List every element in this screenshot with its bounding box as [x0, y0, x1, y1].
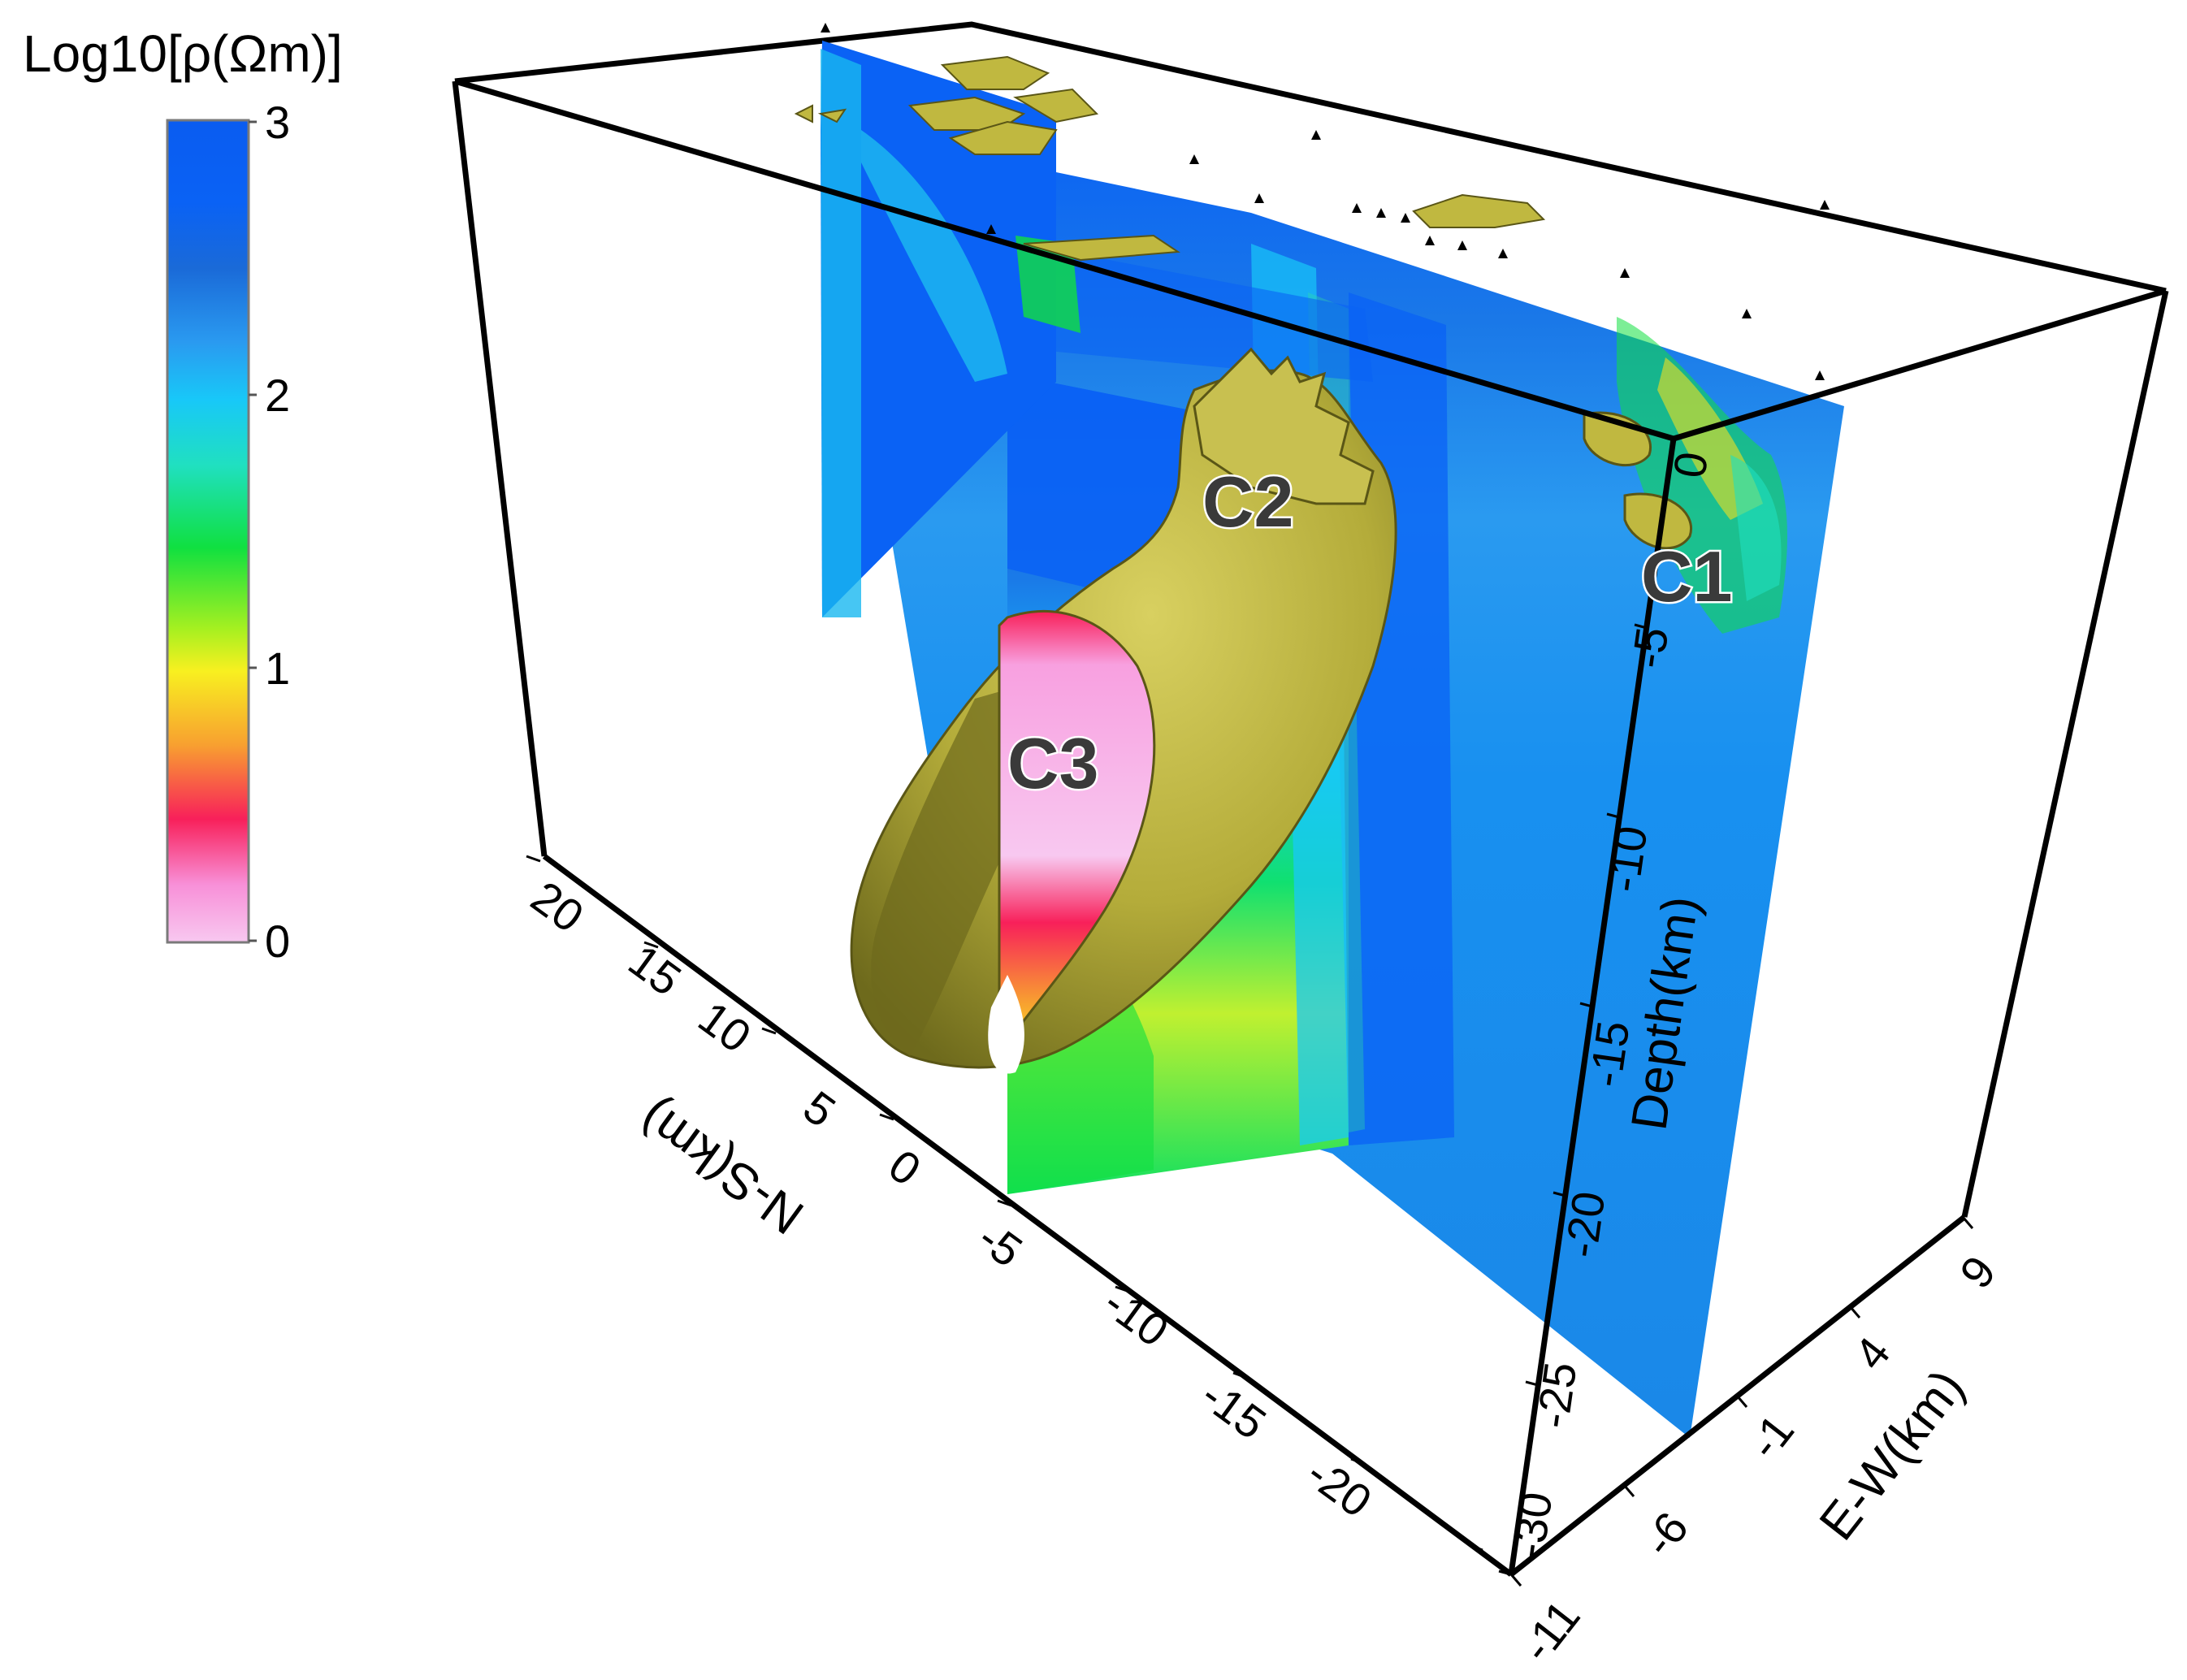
colorbar: Log10[ρ(Ωm)] 3 2 1 0: [23, 24, 343, 967]
colorbar-tick-label: 0: [265, 916, 290, 967]
annotation-c2: C2: [1202, 461, 1294, 542]
depth-tick: -5: [1622, 624, 1678, 671]
isosurface-c2-c3: [850, 347, 1397, 1074]
ns-tick: 10: [690, 991, 760, 1063]
colorbar-tick-label: 3: [265, 97, 290, 148]
ew-tick: 4: [1844, 1327, 1900, 1379]
ew-tick: -6: [1633, 1502, 1698, 1565]
ew-tick: -11: [1511, 1591, 1590, 1671]
ew-axis-label: E-W(km): [1809, 1359, 1976, 1550]
box-back-edges: [452, 21, 2169, 1577]
ew-tick: 9: [1950, 1246, 2006, 1297]
colorbar-title: Log10[ρ(Ωm)]: [23, 24, 343, 83]
ew-tick: -1: [1739, 1405, 1804, 1468]
station-markers: [821, 23, 1830, 380]
ns-tick: 15: [620, 934, 691, 1006]
ns-axis-ticks: [526, 855, 1483, 1552]
ns-axis-label: N-S(km): [629, 1089, 813, 1245]
ns-tick: -10: [1094, 1276, 1178, 1357]
colorbar-ticks: [249, 120, 257, 942]
annotation-c3: C3: [1007, 723, 1099, 803]
surface-isosurface-patches: [794, 55, 1546, 262]
colorbar-ramp: [166, 119, 250, 944]
ew-axis-ticks: [1509, 1216, 1974, 1587]
depth-tick: -25: [1527, 1359, 1587, 1431]
isosurface-c1: [1583, 411, 1692, 550]
ns-tick: -15: [1192, 1369, 1275, 1449]
annotation-c1: C1: [1641, 536, 1733, 617]
depth-tick: -15: [1579, 1018, 1639, 1090]
ns-tick: 5: [795, 1080, 845, 1137]
depth-tick: -10: [1597, 823, 1657, 895]
depth-tick: -20: [1555, 1189, 1615, 1261]
ns-tick: -5: [969, 1211, 1032, 1276]
depth-axis-ticks: [1498, 434, 1674, 1576]
colorbar-tick-label: 1: [265, 643, 290, 694]
colorbar-tick-label: 2: [265, 370, 290, 421]
ns-tick: -20: [1297, 1447, 1381, 1527]
depth-tick: -30: [1502, 1489, 1562, 1561]
ns-tick: 0: [880, 1139, 930, 1195]
